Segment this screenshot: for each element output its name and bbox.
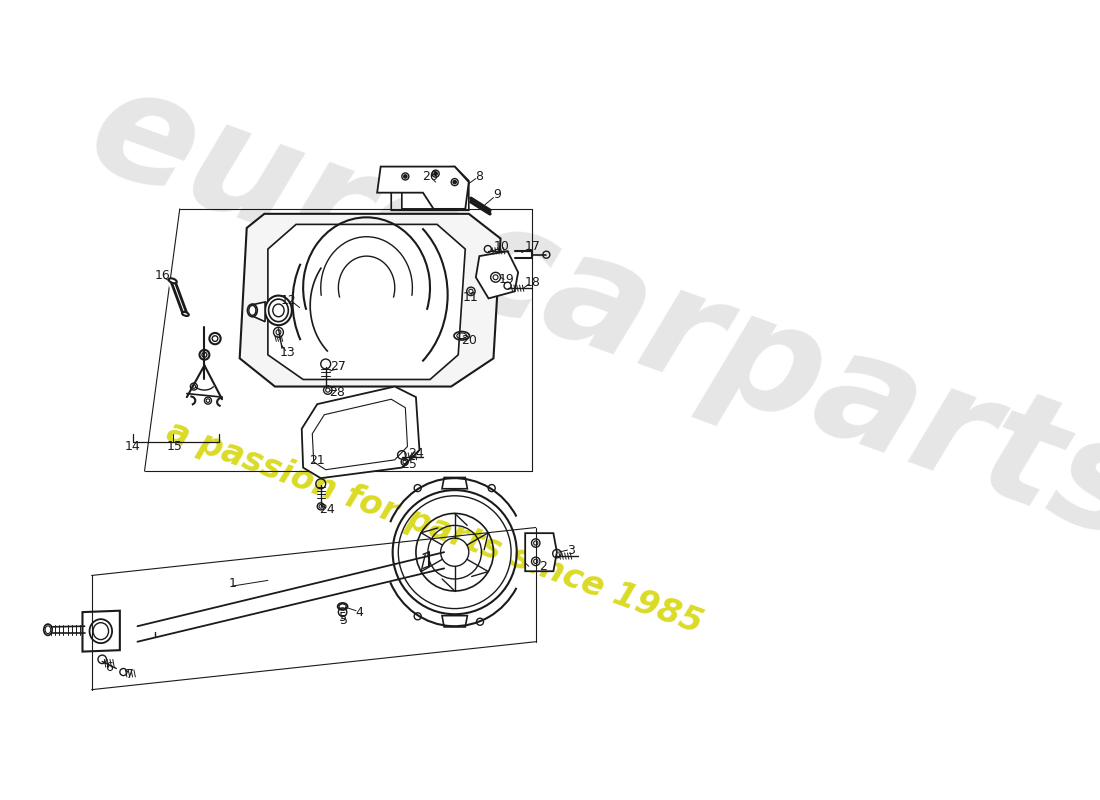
Text: 16: 16 (154, 270, 170, 282)
Text: 28: 28 (329, 386, 345, 398)
Polygon shape (82, 610, 120, 651)
Ellipse shape (265, 295, 292, 325)
Text: 5: 5 (339, 611, 346, 624)
Text: eurocarparts: eurocarparts (70, 53, 1100, 574)
Text: 14: 14 (124, 440, 141, 453)
Ellipse shape (44, 624, 52, 635)
Text: 15: 15 (167, 440, 183, 453)
Polygon shape (301, 386, 419, 478)
Text: 7: 7 (126, 668, 134, 681)
Text: 8: 8 (475, 170, 483, 183)
Text: 10: 10 (494, 241, 510, 254)
Ellipse shape (89, 619, 112, 643)
Polygon shape (402, 168, 465, 209)
Text: 5: 5 (340, 614, 348, 627)
Text: 2: 2 (539, 560, 547, 573)
Circle shape (453, 180, 456, 184)
Text: 3: 3 (568, 543, 575, 557)
Ellipse shape (338, 603, 348, 610)
Text: 24: 24 (408, 447, 424, 460)
Polygon shape (377, 166, 469, 209)
Polygon shape (252, 302, 265, 322)
Text: 12: 12 (282, 294, 297, 307)
Text: 25: 25 (400, 458, 417, 470)
Polygon shape (240, 214, 501, 386)
Polygon shape (525, 533, 557, 571)
Polygon shape (476, 251, 518, 298)
Text: 27: 27 (330, 360, 346, 374)
Text: 19: 19 (498, 273, 514, 286)
Polygon shape (442, 478, 468, 489)
Text: 24: 24 (319, 503, 336, 516)
Ellipse shape (182, 312, 189, 316)
Text: 26: 26 (422, 170, 438, 183)
Polygon shape (442, 616, 468, 627)
Text: 4: 4 (355, 606, 363, 618)
Text: 17: 17 (525, 241, 540, 254)
Text: 1: 1 (229, 578, 236, 590)
Text: 20: 20 (461, 334, 476, 347)
Ellipse shape (168, 278, 177, 283)
Circle shape (433, 172, 438, 175)
Text: 13: 13 (279, 346, 296, 359)
Text: a passion for parts since 1985: a passion for parts since 1985 (162, 415, 707, 640)
Text: 21: 21 (309, 454, 326, 467)
Text: 9: 9 (493, 188, 500, 202)
Circle shape (404, 174, 407, 178)
Text: 11: 11 (463, 290, 478, 303)
Ellipse shape (248, 304, 257, 317)
Text: 6: 6 (106, 661, 113, 674)
Text: 18: 18 (525, 276, 540, 289)
Polygon shape (268, 224, 465, 379)
